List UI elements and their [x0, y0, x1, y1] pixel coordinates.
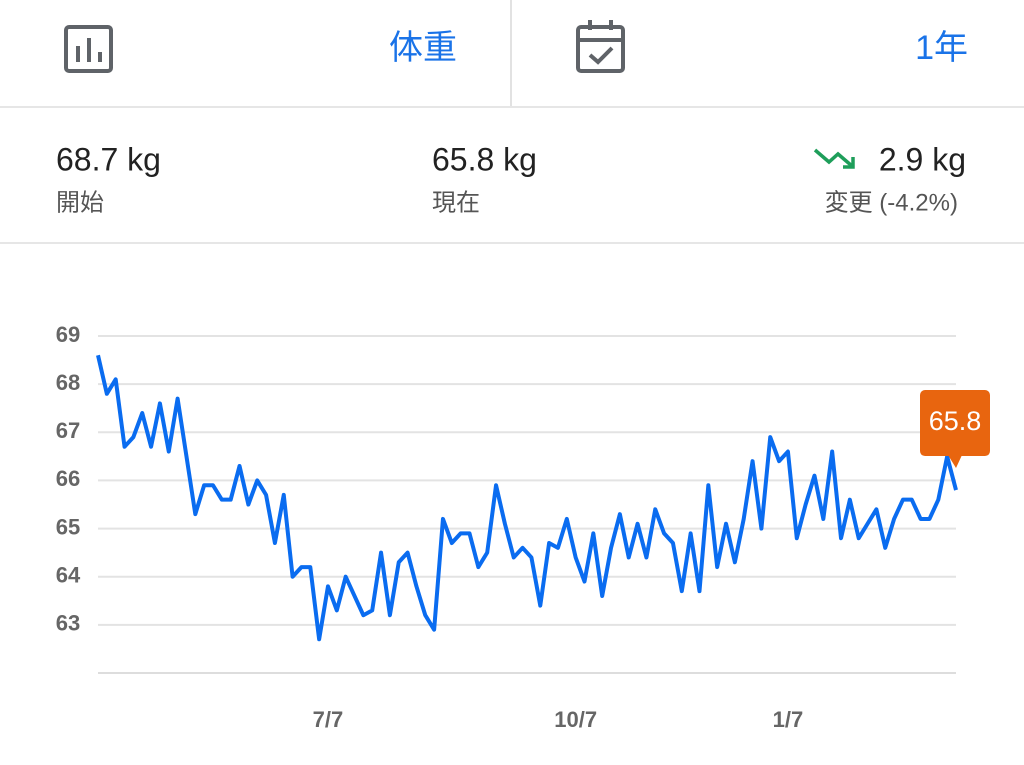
- y-tick-label: 66: [56, 466, 80, 491]
- callout-label: 65.8: [929, 406, 982, 436]
- x-tick-label: 7/7: [313, 707, 344, 732]
- current-value: 65.8 kg: [432, 141, 537, 177]
- start-label: 開始: [56, 189, 104, 216]
- y-tick-label: 67: [56, 418, 80, 443]
- current-label: 現在: [432, 189, 480, 216]
- x-tick-label: 1/7: [773, 707, 804, 732]
- change-value: 2.9 kg: [879, 141, 966, 177]
- change-label: 変更 (-4.2%): [825, 189, 958, 216]
- weight-line: [96, 354, 958, 642]
- y-tick-label: 63: [56, 611, 80, 636]
- period-selector[interactable]: 1年: [915, 29, 968, 67]
- callout-pointer: [948, 455, 962, 469]
- calendar-icon[interactable]: [576, 20, 625, 73]
- trend-down-icon: [813, 148, 855, 169]
- weight-chart: 63 64 65 66 67 68 69 7/7 10/7 1/7 65.8: [56, 322, 990, 732]
- y-tick-label: 69: [56, 322, 80, 347]
- y-tick-label: 64: [56, 563, 81, 588]
- callout-box: [920, 390, 990, 457]
- x-tick-label: 10/7: [554, 707, 597, 732]
- metric-selector[interactable]: 体重: [389, 29, 457, 67]
- start-value: 68.7 kg: [56, 141, 161, 177]
- chart-icon[interactable]: [64, 25, 113, 73]
- y-tick-label: 68: [56, 370, 80, 395]
- current-value-callout: 65.8: [920, 390, 990, 469]
- y-tick-label: 65: [56, 514, 80, 539]
